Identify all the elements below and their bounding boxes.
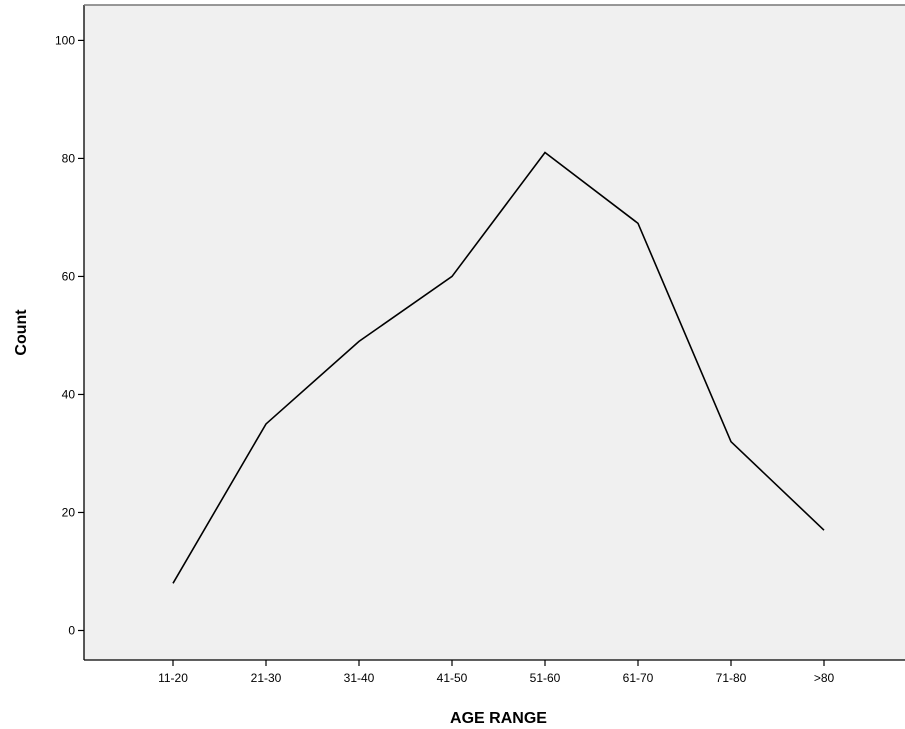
x-tick-label: 71-80	[716, 671, 747, 685]
x-tick-label: 31-40	[344, 671, 375, 685]
x-tick-label: 51-60	[530, 671, 561, 685]
x-axis: 11-20 21-30 31-40 41-50 51-60 61-70 71-80 >80	[84, 659, 905, 685]
y-tick-label: 60	[62, 269, 76, 283]
x-axis-title: AGE RANGE	[450, 710, 547, 727]
x-tick-label: 11-20	[158, 671, 188, 685]
y-tick-label: 40	[62, 387, 76, 401]
y-tick-label: 80	[62, 151, 76, 165]
x-tick-label: 61-70	[623, 671, 654, 685]
y-tick-label: 100	[55, 33, 75, 47]
y-tick-label: 0	[68, 623, 75, 637]
y-tick-label: 20	[62, 505, 76, 519]
x-tick-label: >80	[814, 671, 835, 685]
plot-area	[84, 5, 905, 660]
series-layer	[172, 151, 825, 584]
y-axis: 0 20 40 60 80 100	[55, 4, 905, 660]
x-tick-label: 21-30	[251, 671, 282, 685]
y-axis-title: Count	[13, 309, 30, 356]
x-tick-label: 41-50	[437, 671, 468, 685]
series-line	[172, 151, 825, 584]
